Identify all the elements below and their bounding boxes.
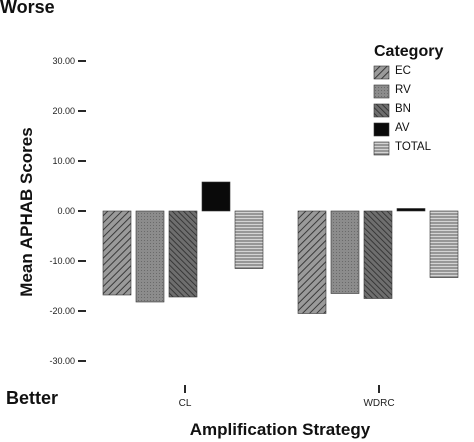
bars xyxy=(102,181,459,314)
y-tick-label: 0.00 xyxy=(57,206,75,216)
legend xyxy=(373,65,390,156)
y-axis: 30.00 20.00 10.00 0.00 -10.00 -20.00 -30.00 xyxy=(49,56,86,366)
bar-rv-cl xyxy=(135,210,165,303)
bar-total-wdrc xyxy=(429,210,459,278)
bar-total-cl xyxy=(234,210,264,269)
legend-swatch-av xyxy=(373,122,390,137)
x-tick-label-wdrc: WDRC xyxy=(363,398,394,409)
bar-av-cl xyxy=(201,181,231,212)
legend-label-total: TOTAL xyxy=(395,141,431,153)
legend-label-av: AV xyxy=(395,122,410,134)
bar-rv-wdrc xyxy=(330,210,360,294)
y-tick-label: 10.00 xyxy=(52,156,75,166)
y-tick-label: -30.00 xyxy=(49,356,75,366)
legend-swatch-bn xyxy=(373,103,390,118)
y-tick-label: -10.00 xyxy=(49,256,75,266)
y-tick-label: 20.00 xyxy=(52,106,75,116)
bar-ec-cl xyxy=(102,210,132,296)
legend-label-ec: EC xyxy=(395,65,411,77)
x-tick-label-cl: CL xyxy=(179,398,192,409)
legend-label-bn: BN xyxy=(395,103,411,115)
bar-ec-wdrc xyxy=(297,210,327,314)
legend-swatch-total xyxy=(373,141,390,156)
legend-swatch-ec xyxy=(373,65,390,80)
y-tick-label: 30.00 xyxy=(52,56,75,66)
x-axis-label: Amplification Strategy xyxy=(189,420,371,439)
worse-annotation: Worse xyxy=(0,0,55,17)
y-tick-label: -20.00 xyxy=(49,306,75,316)
bar-av-wdrc xyxy=(396,208,426,212)
bar-bn-cl xyxy=(168,210,198,298)
legend-label-rv: RV xyxy=(395,84,411,96)
legend-title: Category xyxy=(374,43,444,60)
better-annotation: Better xyxy=(6,388,59,408)
legend-swatch-rv xyxy=(373,84,390,99)
bar-bn-wdrc xyxy=(363,210,393,299)
x-axis: CL WDRC xyxy=(179,385,395,409)
